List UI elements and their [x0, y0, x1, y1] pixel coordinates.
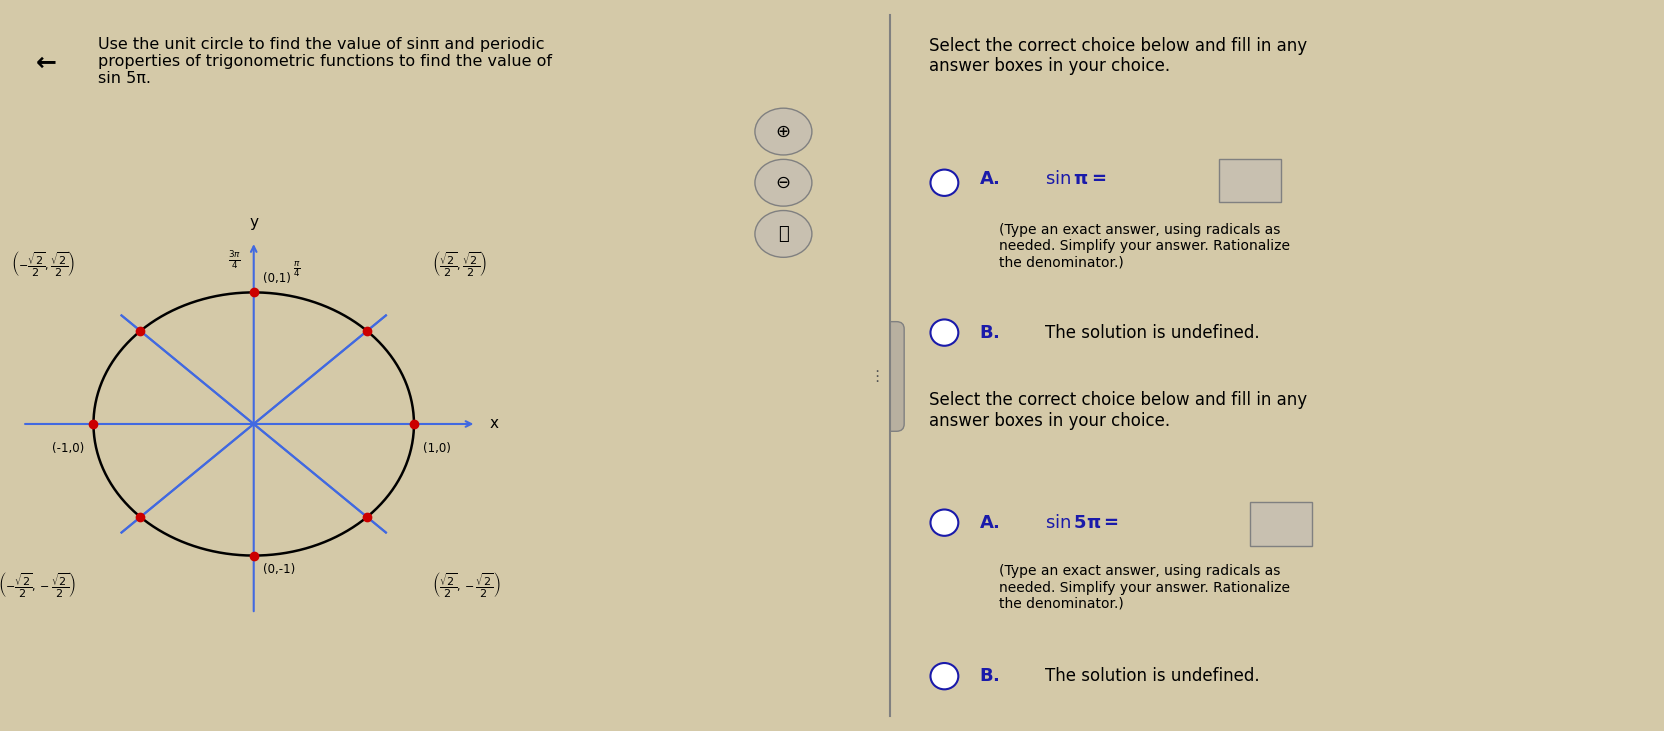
Circle shape	[755, 108, 812, 155]
Circle shape	[930, 319, 958, 346]
Circle shape	[755, 211, 812, 257]
Circle shape	[930, 170, 958, 196]
Text: $\mathbf{A.}$: $\mathbf{A.}$	[978, 170, 1000, 188]
Text: y: y	[250, 215, 258, 230]
Text: $\frac{\pi}{4}$: $\frac{\pi}{4}$	[293, 260, 300, 279]
Text: Select the correct choice below and fill in any
answer boxes in your choice.: Select the correct choice below and fill…	[929, 37, 1306, 75]
Text: $\frac{3\pi}{4}$: $\frac{3\pi}{4}$	[228, 249, 241, 271]
Text: $\mathbf{\sin 5\pi=}$: $\mathbf{\sin 5\pi=}$	[1045, 514, 1120, 531]
Text: $\mathbf{\sin\pi=}$: $\mathbf{\sin\pi=}$	[1045, 170, 1107, 188]
Text: (Type an exact answer, using radicals as
needed. Simplify your answer. Rationali: (Type an exact answer, using radicals as…	[998, 564, 1290, 610]
Text: $\left(-\dfrac{\sqrt{2}}{2},-\dfrac{\sqrt{2}}{2}\right)$: $\left(-\dfrac{\sqrt{2}}{2},-\dfrac{\sqr…	[0, 570, 75, 599]
FancyBboxPatch shape	[850, 322, 904, 431]
Text: Use the unit circle to find the value of sinπ and periodic
properties of trigono: Use the unit circle to find the value of…	[98, 37, 552, 86]
Text: $\left(-\dfrac{\sqrt{2}}{2},\dfrac{\sqrt{2}}{2}\right)$: $\left(-\dfrac{\sqrt{2}}{2},\dfrac{\sqrt…	[12, 249, 75, 278]
Text: ←: ←	[35, 51, 57, 75]
Text: Select the correct choice below and fill in any
answer boxes in your choice.: Select the correct choice below and fill…	[929, 391, 1306, 430]
Circle shape	[930, 510, 958, 536]
Text: (Type an exact answer, using radicals as
needed. Simplify your answer. Rationali: (Type an exact answer, using radicals as…	[998, 223, 1290, 269]
FancyBboxPatch shape	[1220, 159, 1281, 202]
Circle shape	[930, 663, 958, 689]
Text: $\left(\dfrac{\sqrt{2}}{2},-\dfrac{\sqrt{2}}{2}\right)$: $\left(\dfrac{\sqrt{2}}{2},-\dfrac{\sqrt…	[431, 570, 501, 599]
Text: The solution is undefined.: The solution is undefined.	[1045, 324, 1260, 341]
Text: ⊕: ⊕	[775, 123, 790, 140]
Text: $\mathbf{B.}$: $\mathbf{B.}$	[978, 324, 1000, 341]
Text: ⧉: ⧉	[779, 225, 789, 243]
Text: (0,1): (0,1)	[263, 272, 291, 285]
Text: (1,0): (1,0)	[423, 442, 451, 455]
Text: $\mathbf{B.}$: $\mathbf{B.}$	[978, 667, 1000, 685]
Text: $\left(\dfrac{\sqrt{2}}{2},\dfrac{\sqrt{2}}{2}\right)$: $\left(\dfrac{\sqrt{2}}{2},\dfrac{\sqrt{…	[431, 249, 488, 278]
Text: The solution is undefined.: The solution is undefined.	[1045, 667, 1260, 685]
Text: x: x	[489, 417, 499, 431]
Text: ⋮: ⋮	[870, 369, 885, 384]
Text: (-1,0): (-1,0)	[52, 442, 85, 455]
Text: ⊖: ⊖	[775, 174, 790, 192]
Circle shape	[755, 159, 812, 206]
Text: (0,-1): (0,-1)	[263, 563, 295, 576]
FancyBboxPatch shape	[1250, 502, 1311, 546]
Text: $\mathbf{A.}$: $\mathbf{A.}$	[978, 514, 1000, 531]
